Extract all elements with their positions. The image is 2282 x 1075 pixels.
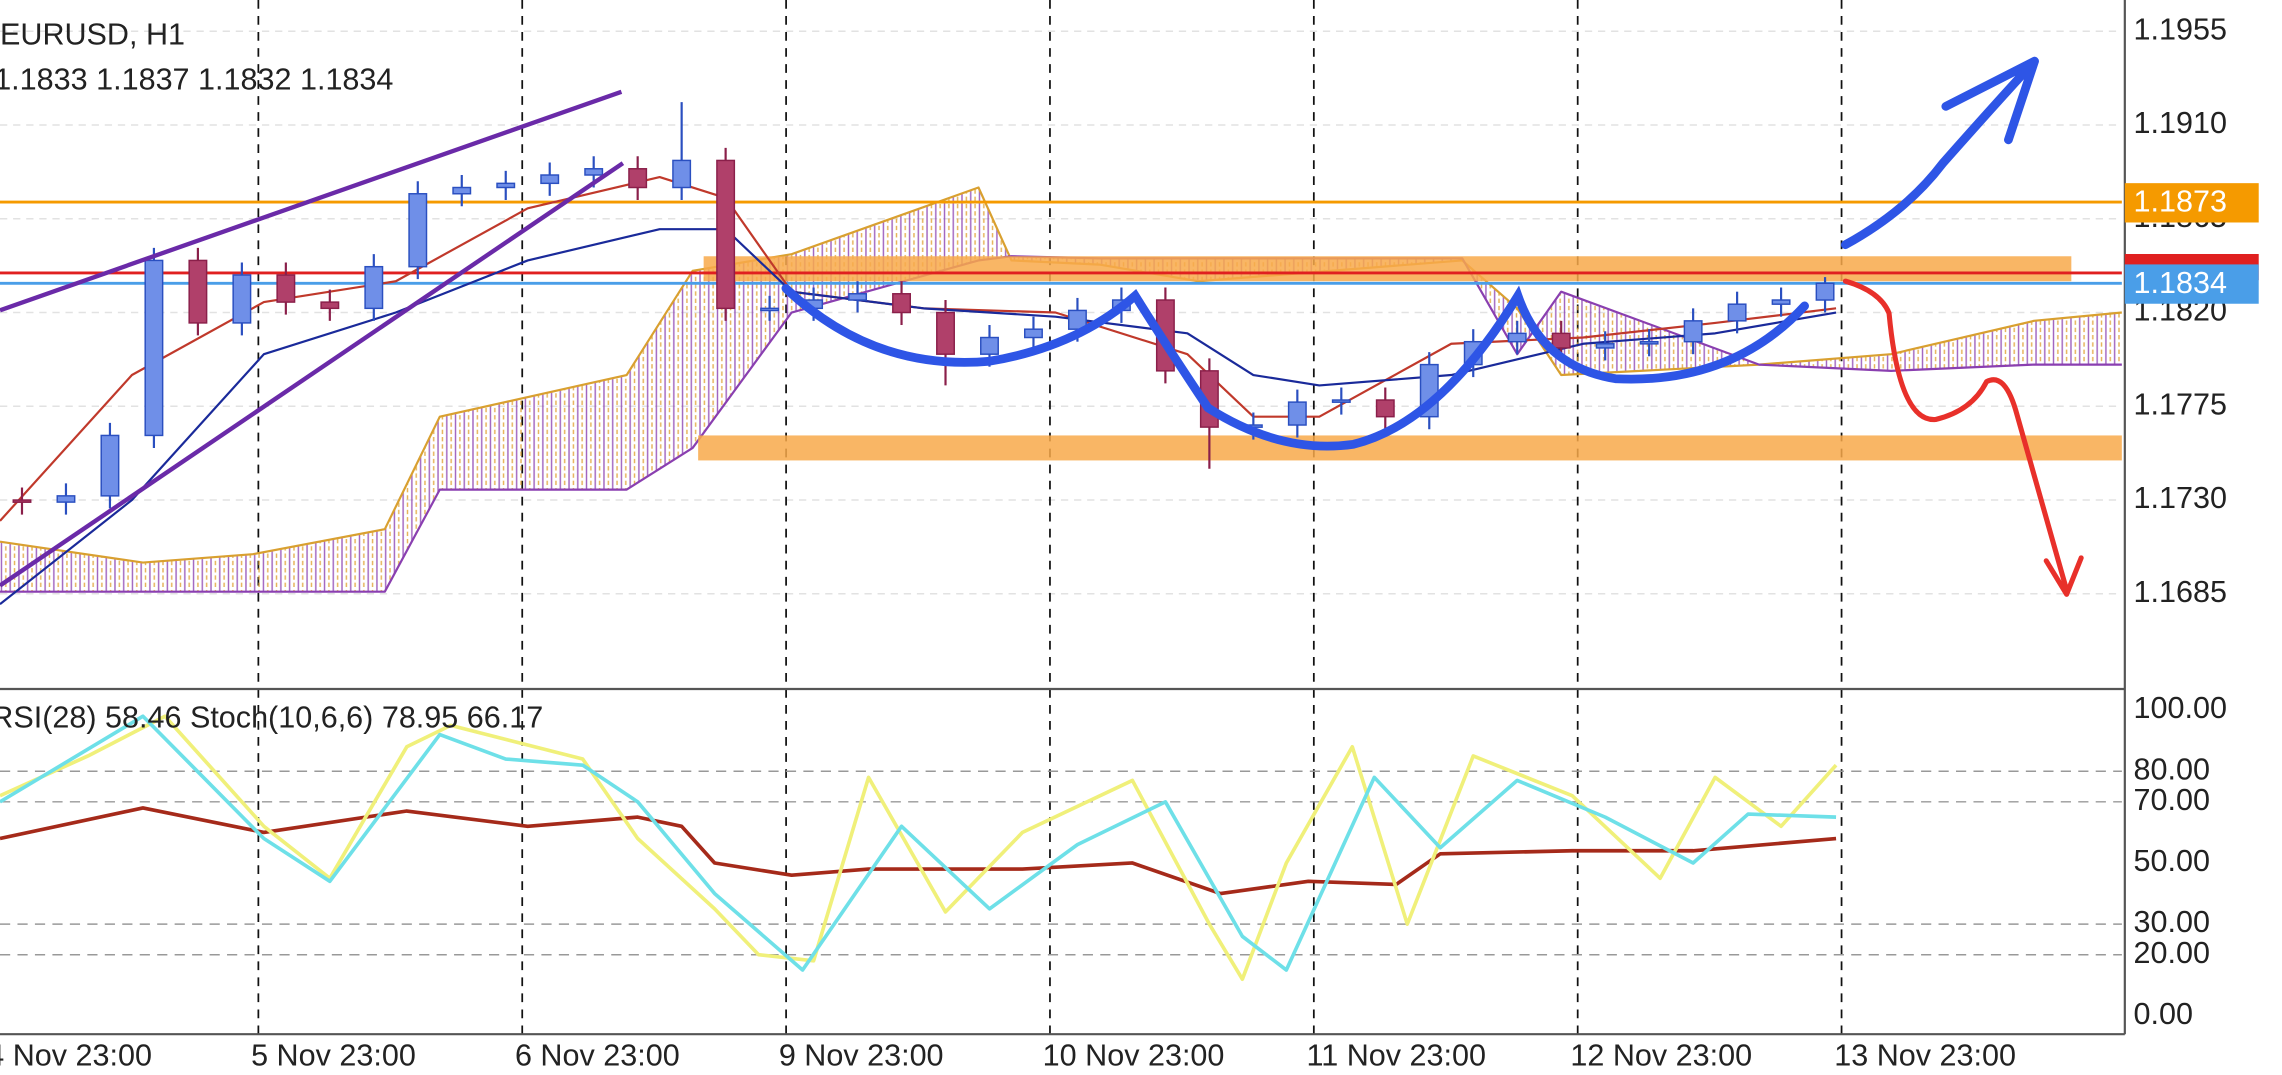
indicator-title: RSI(28) 58.46 Stoch(10,6,6) 78.95 66.17 [0, 701, 543, 735]
candle-body [980, 336, 999, 355]
candle-body [276, 274, 296, 303]
candle-body [496, 182, 516, 189]
x-tick-label: 12 Nov 23:00 [1570, 1039, 1752, 1073]
annotations [0, 56, 2084, 597]
span-b [0, 255, 2122, 593]
candle-body [320, 301, 340, 310]
trend-line [0, 161, 625, 588]
y-tick-label: 1.1685 [2134, 575, 2227, 609]
x-tick-label: 5 Nov 23:00 [251, 1039, 416, 1073]
candle-body [1507, 332, 1527, 343]
indicator-line [0, 228, 1837, 606]
candle-body [1815, 282, 1835, 301]
x-tick-label: 6 Nov 23:00 [515, 1039, 680, 1073]
y-tick-label: 1.1775 [2134, 387, 2227, 421]
ohlc-readout: 1.1833 1.1837 1.1832 1.1834 [0, 63, 393, 97]
candle-body [1331, 399, 1351, 403]
price-tag-label: 1.1873 [2134, 185, 2227, 219]
trend-line [0, 89, 623, 313]
oscillator-line [0, 714, 1837, 972]
candle-body [364, 265, 384, 310]
candle-body [540, 174, 560, 185]
x-tick-label: 9 Nov 23:00 [779, 1039, 944, 1073]
candle-body [1727, 303, 1747, 322]
y-tick-label: 100.00 [2134, 691, 2227, 725]
price-tag-label: 1.1834 [2134, 266, 2227, 300]
x-tick-label: 11 Nov 23:00 [1307, 1039, 1486, 1073]
candle-body [1375, 399, 1395, 418]
candle-body [144, 259, 164, 437]
zone [703, 256, 2072, 282]
candle-body [232, 274, 252, 324]
candle-body [628, 168, 648, 189]
y-tick-label: 50.00 [2134, 844, 2210, 878]
candle-body [1771, 299, 1791, 305]
price-tag [2124, 183, 2259, 223]
x-tick-label: 13 Nov 23:00 [1834, 1039, 2016, 1073]
grid-layer [0, 0, 2122, 1035]
candle-body [848, 293, 868, 301]
candle-body [716, 159, 736, 310]
candle-body [1551, 332, 1571, 349]
down-arrow [1842, 278, 2084, 597]
pattern-drawing [781, 284, 1810, 451]
candle-body [100, 434, 120, 497]
y-tick-label: 70.00 [2134, 783, 2210, 817]
candle-body [1287, 401, 1307, 426]
candle-body [12, 499, 32, 503]
candle-body [760, 307, 780, 312]
candle-body [56, 495, 76, 503]
y-tick-label: 20.00 [2134, 936, 2210, 970]
zone [698, 435, 2122, 461]
oscillator-line [0, 806, 1837, 896]
candle-body [672, 159, 692, 189]
y-tick-label: 1.1730 [2134, 481, 2227, 515]
y-tick-label: 80.00 [2134, 752, 2210, 786]
candle-body [452, 186, 472, 195]
x-tick-label: 10 Nov 23:00 [1043, 1039, 1225, 1073]
candle-body [1639, 340, 1659, 345]
up-arrow [1841, 56, 2039, 250]
candle-body [1595, 343, 1615, 349]
candle-body [408, 193, 428, 268]
oscillator-line [0, 714, 1838, 981]
candle-body [188, 259, 208, 324]
y-tick-label: 30.00 [2134, 905, 2210, 939]
y-tick-label: 1.1910 [2134, 106, 2227, 140]
y-tick-label: 1.1955 [2134, 12, 2227, 46]
candle-body [584, 168, 604, 176]
symbol-title: EURUSD, H1 [0, 17, 185, 51]
candle-body [1683, 320, 1703, 343]
price-panel [0, 102, 2122, 606]
axes [0, 0, 2126, 1036]
y-tick-label: 0.00 [2134, 997, 2193, 1031]
candle-body [892, 293, 911, 314]
candle-body [936, 311, 955, 355]
x-tick-label: 4 Nov 23:00 [0, 1039, 152, 1073]
price-tag [2124, 264, 2259, 304]
indicator-panel [0, 714, 1838, 981]
candle-body [1024, 328, 1043, 339]
